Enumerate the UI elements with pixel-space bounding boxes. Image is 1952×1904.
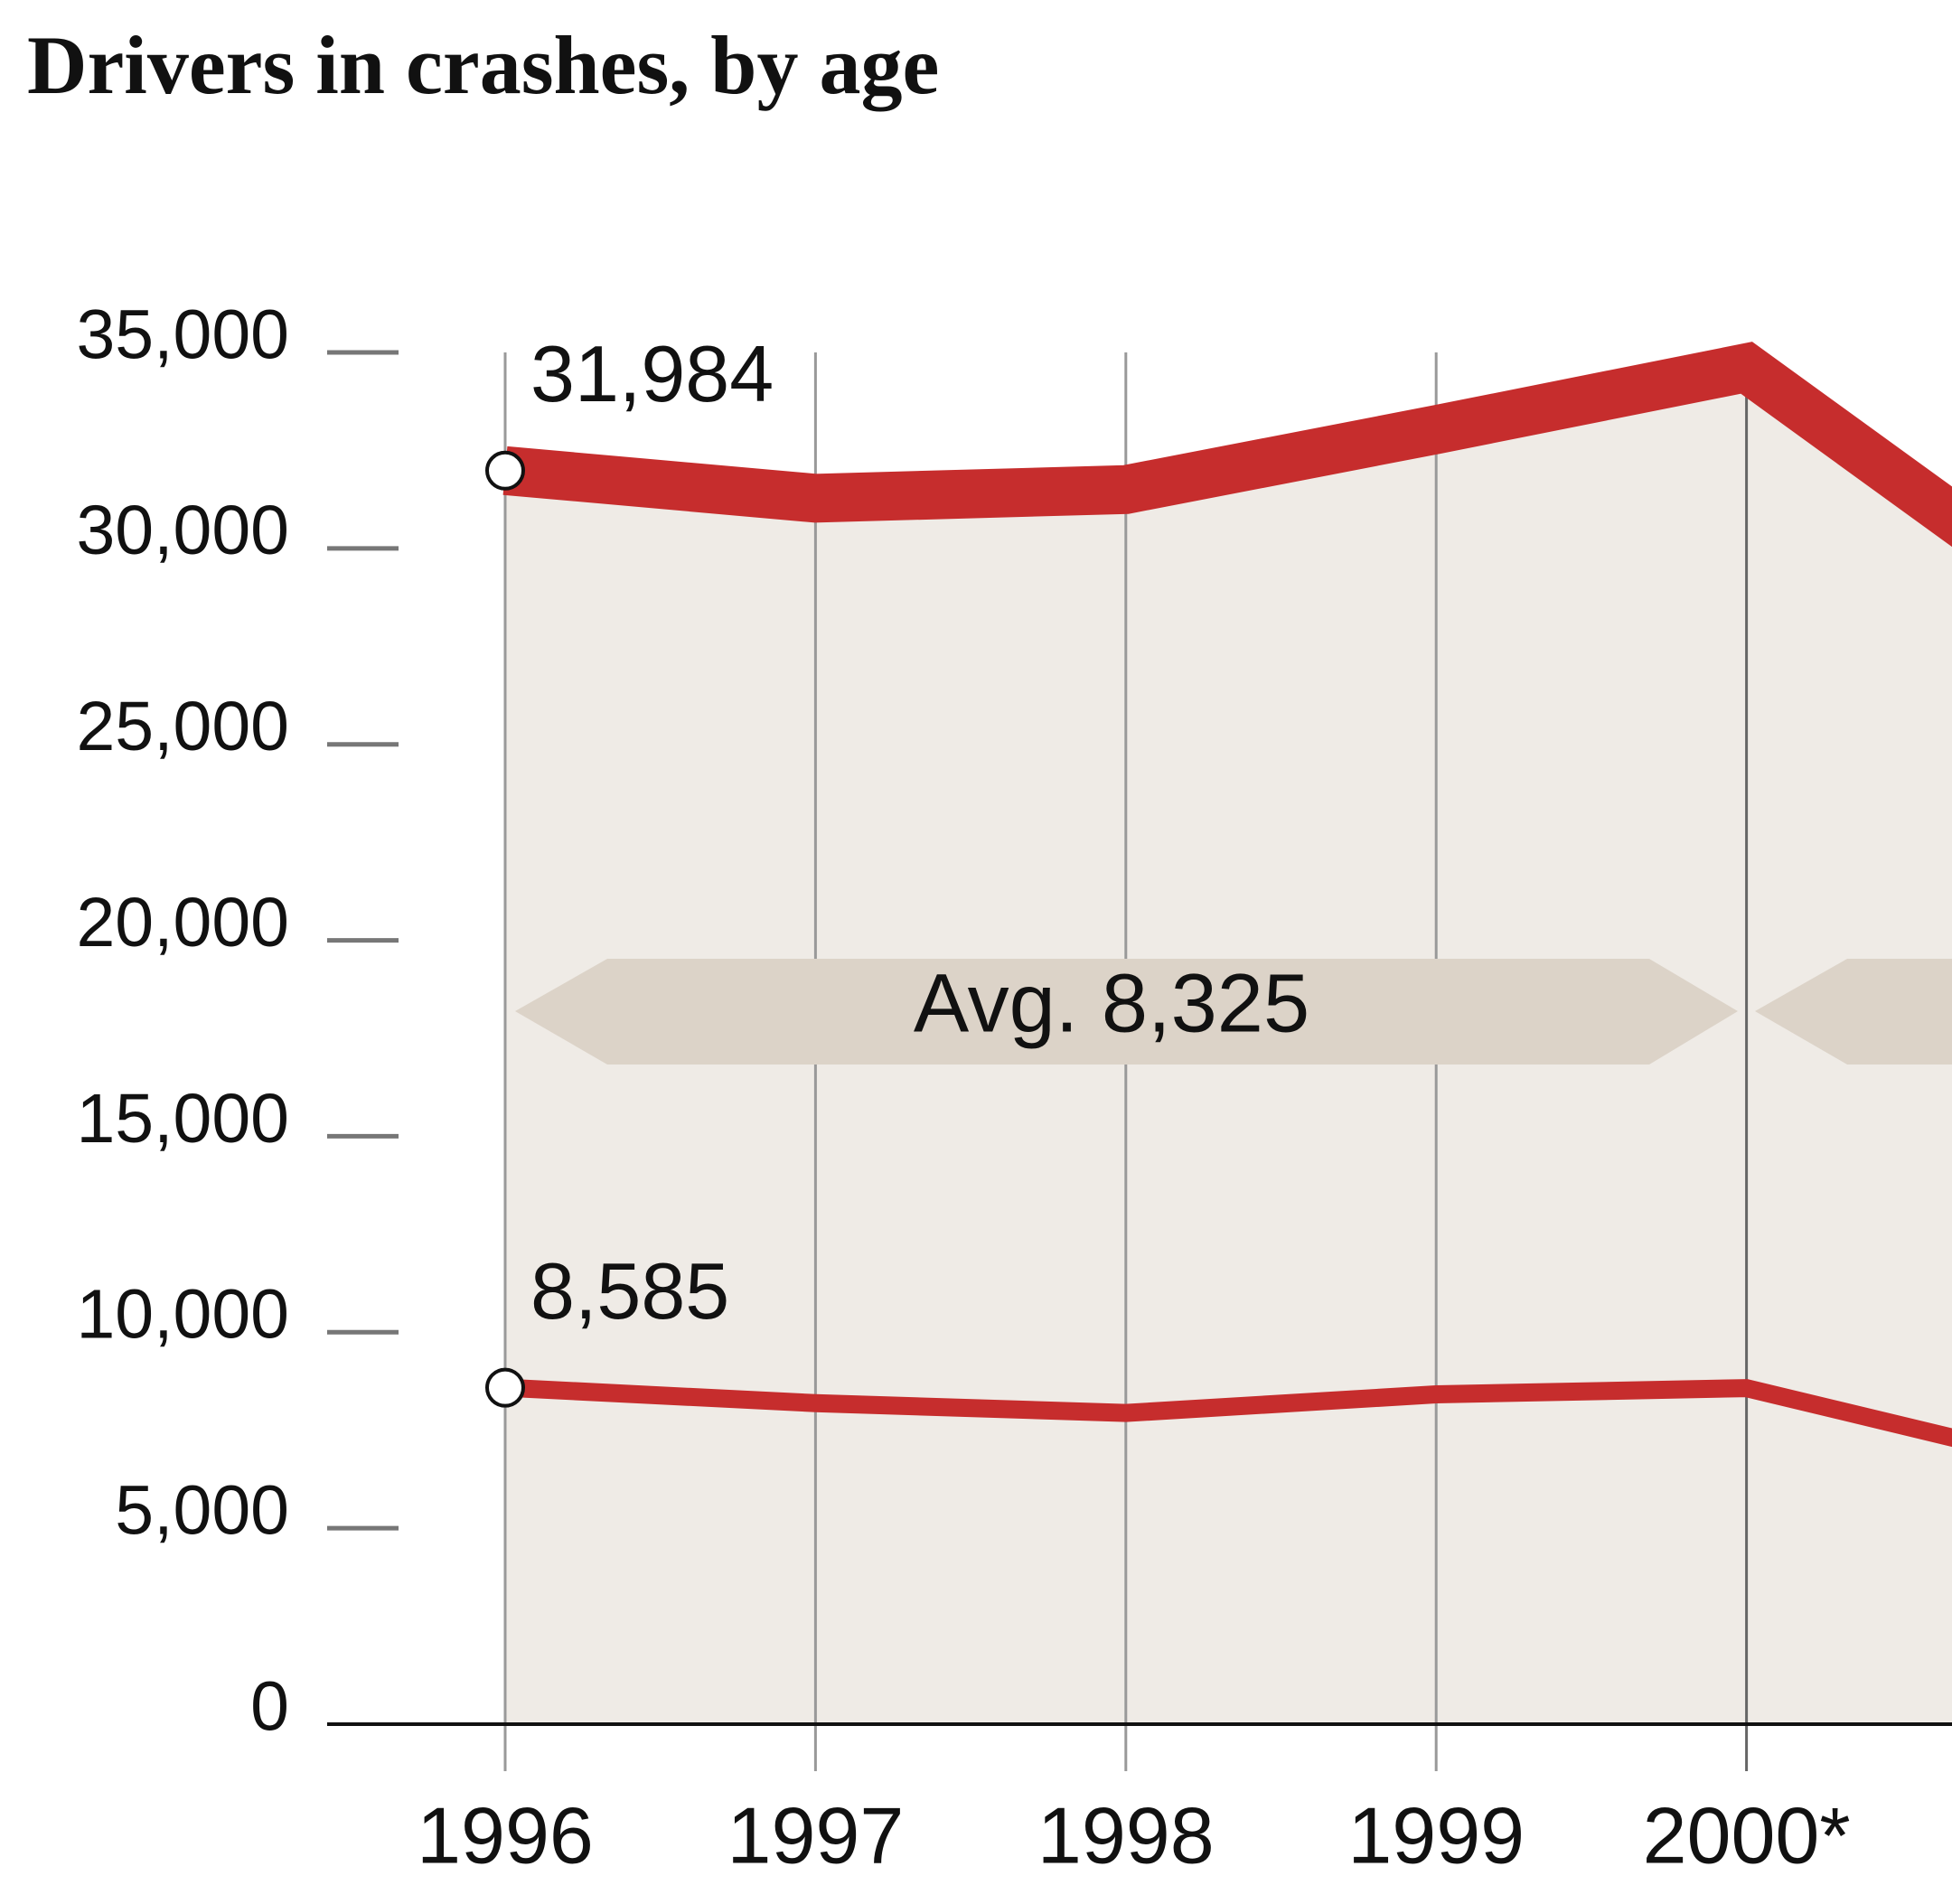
x-tick-label: 1996 xyxy=(417,1790,594,1880)
y-tick-label: 20,000 xyxy=(76,884,289,961)
x-tick-label: 2000* xyxy=(1643,1790,1851,1880)
annotation-bands xyxy=(515,959,1952,1065)
y-tick-label: 30,000 xyxy=(76,492,289,569)
y-tick-label: 15,000 xyxy=(76,1080,289,1158)
y-tick-label: 25,000 xyxy=(76,688,289,765)
x-tick-label: 1999 xyxy=(1347,1790,1525,1880)
y-tick-label: 5,000 xyxy=(115,1471,289,1549)
annotation: Avg. 8,325 xyxy=(914,957,1309,1049)
line xyxy=(504,1378,1952,1448)
value-label: 8,585 xyxy=(530,1246,729,1336)
point xyxy=(485,450,525,491)
avg-band xyxy=(515,959,1738,1065)
point xyxy=(485,1367,525,1408)
y-tick-label: 35,000 xyxy=(76,295,289,373)
y-tick-label: 0 xyxy=(250,1667,289,1745)
line xyxy=(502,342,1952,548)
x-tick-label: 1997 xyxy=(727,1790,905,1880)
avg-band xyxy=(1755,959,1952,1065)
y-tick-label: 10,000 xyxy=(76,1276,289,1354)
x-tick-label: 1998 xyxy=(1037,1790,1215,1880)
chart-title: Drivers in crashes, by age xyxy=(27,19,939,111)
value-label: 31,984 xyxy=(530,329,774,418)
